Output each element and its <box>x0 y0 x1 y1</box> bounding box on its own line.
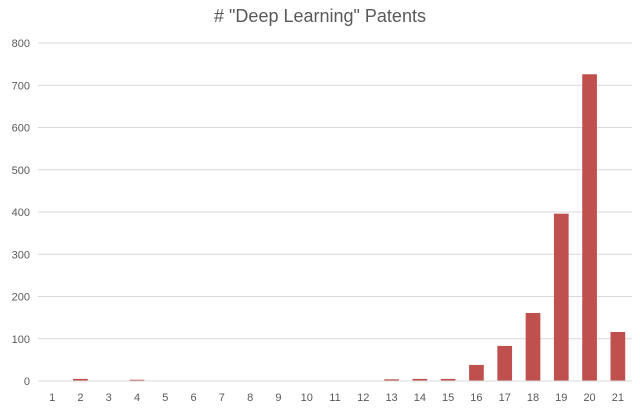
bar-17 <box>497 345 513 381</box>
x-tick-label: 10 <box>301 392 313 404</box>
bar-13 <box>384 379 399 381</box>
y-axis-ticks: 0 100 200 300 400 500 600 700 800 <box>12 38 30 388</box>
x-tick-label: 8 <box>247 392 253 404</box>
x-tick-label: 2 <box>77 392 83 404</box>
x-tick-label: 16 <box>470 392 482 404</box>
x-tick-label: 18 <box>527 392 539 404</box>
y-tick-label: 300 <box>12 249 30 261</box>
bar-2 <box>73 378 88 381</box>
bar-20 <box>582 74 597 381</box>
x-tick-label: 9 <box>275 392 281 404</box>
y-tick-label: 700 <box>12 80 30 92</box>
bar-16 <box>469 364 484 381</box>
x-tick-label: 3 <box>106 392 112 404</box>
x-tick-label: 19 <box>555 392 567 404</box>
bar-19 <box>553 213 569 381</box>
x-tick-label: 7 <box>219 392 225 404</box>
x-tick-label: 5 <box>162 392 168 404</box>
x-tick-label: 17 <box>499 392 511 404</box>
y-tick-label: 200 <box>12 292 30 304</box>
bar-14 <box>412 378 428 381</box>
y-tick-label: 0 <box>24 376 30 388</box>
bar-4 <box>129 379 145 381</box>
y-tick-label: 800 <box>12 38 30 50</box>
y-tick-label: 600 <box>12 123 30 135</box>
bar-18 <box>525 312 541 381</box>
y-tick-label: 100 <box>12 334 30 346</box>
bars <box>44 74 626 381</box>
x-tick-label: 11 <box>329 392 340 404</box>
bar-15 <box>440 378 456 381</box>
y-tick-label: 500 <box>12 165 30 177</box>
x-tick-label: 21 <box>612 392 624 404</box>
x-tick-label: 20 <box>583 392 595 404</box>
x-tick-label: 14 <box>414 392 426 404</box>
x-tick-label: 1 <box>49 392 55 404</box>
x-tick-label: 6 <box>191 392 197 404</box>
x-tick-label: 4 <box>134 392 140 404</box>
x-tick-label: 12 <box>357 392 369 404</box>
x-axis-ticks: 1 2 3 4 5 6 7 8 9 10 11 12 13 14 15 16 17 18 19 20 21 <box>49 392 624 404</box>
y-tick-label: 400 <box>12 207 30 219</box>
x-tick-label: 15 <box>442 392 454 404</box>
bar-21 <box>610 331 626 381</box>
grid-lines <box>38 42 632 340</box>
chart-title: # "Deep Learning" Patents <box>214 6 426 26</box>
x-tick-label: 13 <box>385 392 397 404</box>
